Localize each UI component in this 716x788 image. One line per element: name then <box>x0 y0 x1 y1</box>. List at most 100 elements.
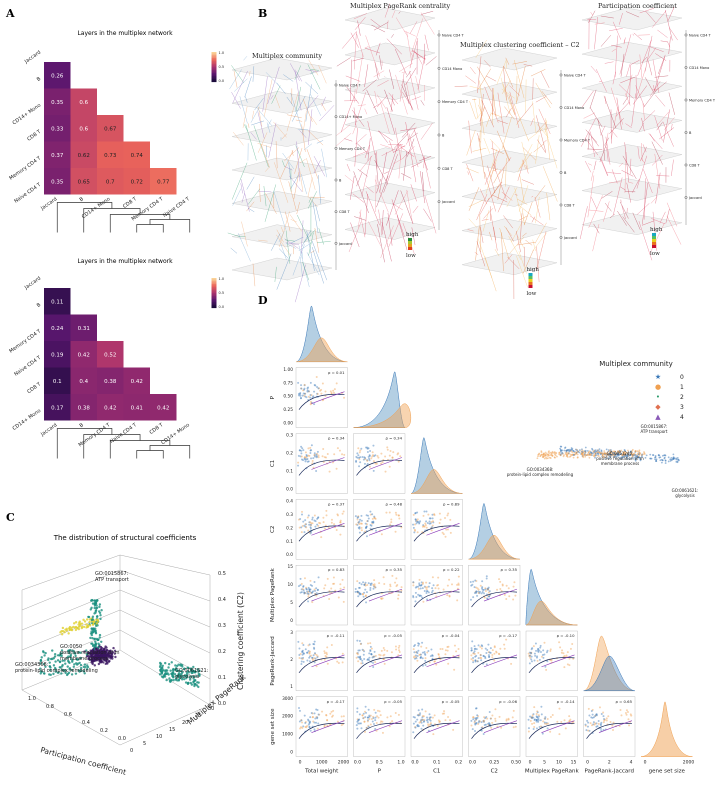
heatmap-bottom-col-label: Naive CD4 T <box>109 422 139 445</box>
scatter-point <box>380 463 382 465</box>
scatter-point <box>303 525 305 527</box>
network-edge <box>587 149 602 150</box>
scatter3d-point <box>93 621 95 623</box>
scatter-point <box>533 722 535 724</box>
scatter-point <box>439 522 441 524</box>
embedding-point <box>544 458 546 460</box>
scatter-point <box>470 658 472 660</box>
scatter-point <box>310 457 312 459</box>
embedding-point <box>602 453 604 455</box>
x-tick-label: 0.2 <box>455 760 462 766</box>
embedding-point <box>547 454 549 456</box>
scatter3d-point <box>42 651 44 653</box>
embedding-point <box>668 461 670 463</box>
network-edge <box>357 173 363 187</box>
scatter-point <box>531 723 533 725</box>
scatter-point <box>399 455 401 457</box>
scatter-point <box>587 722 589 724</box>
x-tick-label: 0.1 <box>433 760 440 766</box>
scatter-point <box>422 587 424 589</box>
embedding-point <box>552 451 554 453</box>
network-edge <box>470 101 476 119</box>
scatter-point <box>387 449 389 451</box>
scatter-point <box>316 716 318 718</box>
legend-title: Multiplex community <box>599 360 673 368</box>
scatter-point <box>333 577 335 579</box>
scatter3d-point <box>49 661 51 663</box>
scatter-point <box>423 511 425 513</box>
scatter-point <box>456 599 458 601</box>
scatter-point <box>413 527 415 529</box>
legend-gradient-segment <box>529 282 533 285</box>
embedding-point <box>544 455 546 457</box>
legend-label: 4 <box>680 414 684 421</box>
rho-label: ρ = 0.01 <box>328 370 345 375</box>
scatter3d-point <box>95 619 97 621</box>
y-tick-label: 1000 <box>282 732 293 738</box>
heatmap-top-row-label: Naive CD4 T <box>13 181 43 204</box>
scatter-point <box>446 514 448 516</box>
scatter-point <box>355 515 357 517</box>
scatter-point <box>315 587 317 589</box>
scatter-point <box>547 727 549 729</box>
scatter-point <box>450 532 452 534</box>
pairplot-frame <box>354 434 406 494</box>
embedding-point <box>662 455 664 457</box>
scatter-point <box>444 719 446 721</box>
scatter-point <box>590 722 592 724</box>
scatter-point <box>312 658 314 660</box>
embedding-point <box>537 455 539 457</box>
scatter3d-point <box>187 682 189 684</box>
scatter-point <box>343 601 345 603</box>
scatter-point <box>476 595 478 597</box>
scatter-point <box>355 591 357 593</box>
scatter-point <box>447 663 449 665</box>
embedding-point <box>677 461 679 463</box>
network-edge <box>247 177 254 190</box>
network-edge <box>482 219 489 220</box>
scatter-point <box>515 726 517 728</box>
scatter-point <box>563 666 565 668</box>
scatter-point <box>309 394 311 396</box>
x-axis-label: Multiplex PageRank <box>525 769 580 775</box>
heatmap-bottom-cell-value: 0.41 <box>131 405 143 411</box>
layer-stack: Multiplex communityNaive CD4 TCD14+ Mono… <box>228 52 366 302</box>
scatter-point <box>305 648 307 650</box>
scatter-point <box>425 520 427 522</box>
scatter3d-point <box>67 632 69 634</box>
scatter-point <box>627 718 629 720</box>
scatter-point <box>384 456 386 458</box>
scatter-point <box>489 651 491 653</box>
layer-label: B <box>564 171 567 175</box>
layer-plane <box>582 179 682 201</box>
scatter-point <box>607 715 609 717</box>
scatter3d-point <box>84 663 86 665</box>
scatter-point <box>359 532 361 534</box>
scatter-point <box>384 649 386 651</box>
scatter-point <box>412 584 414 586</box>
layer-label: CD8 T <box>689 164 700 168</box>
y-tick-label: 0.00 <box>283 421 293 427</box>
network-edge <box>588 176 594 218</box>
scatter3d-point <box>81 622 83 624</box>
network-edge <box>421 100 425 105</box>
scatter-point <box>391 575 393 577</box>
scatter-point <box>542 649 544 651</box>
layer-label: Memory CD4 T <box>339 147 366 151</box>
pairplot-cell: ρ = -0.04 <box>411 631 463 691</box>
pairplot-cell <box>411 438 463 494</box>
layer-label: B <box>339 179 342 183</box>
scatter-point <box>340 588 342 590</box>
heatmap-top-row-label: Jaccard <box>23 49 42 65</box>
scatter-point <box>300 388 302 390</box>
scatter-point <box>599 706 601 708</box>
scatter-point <box>314 661 316 663</box>
scatter-point <box>628 724 630 726</box>
scatter3d-point <box>86 618 88 620</box>
scatter-point <box>542 657 544 659</box>
scatter-point <box>332 710 334 712</box>
heatmap-bottom-col-label: CD14+ Mono <box>160 422 191 446</box>
network-edge <box>321 149 326 177</box>
scatter3d-point <box>166 672 168 674</box>
heatmap-top-cell-value: 0.7 <box>106 179 115 185</box>
